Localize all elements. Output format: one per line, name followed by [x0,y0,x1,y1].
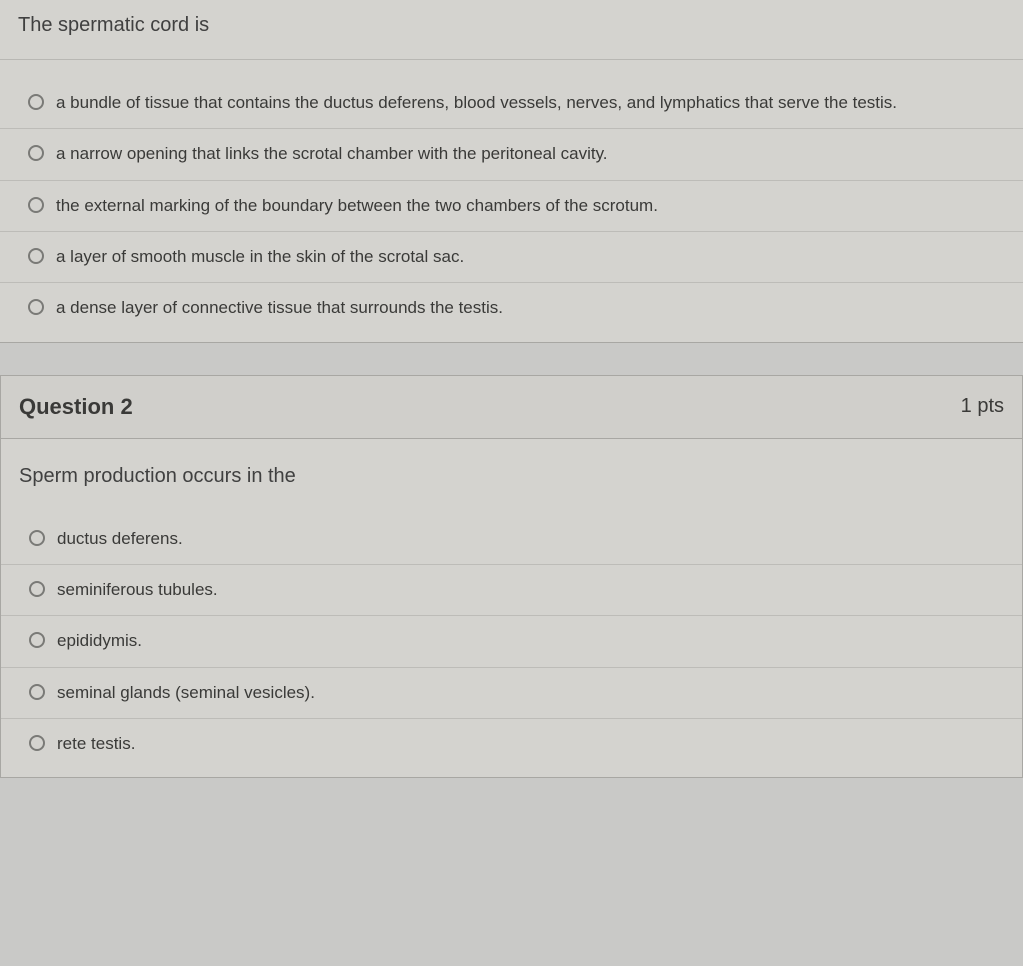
radio-icon[interactable] [28,299,44,315]
answer-option[interactable]: seminiferous tubules. [1,565,1022,616]
radio-icon[interactable] [28,248,44,264]
answer-option[interactable]: a dense layer of connective tissue that … [0,283,1023,333]
question-1-stem: The spermatic cord is [0,0,1023,60]
radio-icon[interactable] [29,581,45,597]
answer-option[interactable]: rete testis. [1,719,1022,769]
answer-text: seminal glands (seminal vesicles). [57,680,1000,706]
question-1-answers: a bundle of tissue that contains the duc… [0,60,1023,342]
answer-text: a bundle of tissue that contains the duc… [56,90,1001,116]
radio-icon[interactable] [29,530,45,546]
answer-option[interactable]: epididymis. [1,616,1022,667]
answer-option[interactable]: ductus deferens. [1,514,1022,565]
answer-option[interactable]: a layer of smooth muscle in the skin of … [0,232,1023,283]
answer-text: seminiferous tubules. [57,577,1000,603]
answer-text: ductus deferens. [57,526,1000,552]
question-2-block: Question 2 1 pts Sperm production occurs… [0,375,1023,779]
radio-icon[interactable] [28,94,44,110]
radio-icon[interactable] [29,632,45,648]
answer-text: rete testis. [57,731,1000,757]
radio-icon[interactable] [28,145,44,161]
answer-text: a layer of smooth muscle in the skin of … [56,244,1001,270]
question-2-title: Question 2 [19,394,133,420]
question-1-block: The spermatic cord is a bundle of tissue… [0,0,1023,343]
answer-text: the external marking of the boundary bet… [56,193,1001,219]
question-2-points: 1 pts [961,395,1004,418]
answer-option[interactable]: seminal glands (seminal vesicles). [1,668,1022,719]
answer-text: epididymis. [57,628,1000,654]
radio-icon[interactable] [29,735,45,751]
answer-option[interactable]: a bundle of tissue that contains the duc… [0,78,1023,129]
answer-option[interactable]: a narrow opening that links the scrotal … [0,129,1023,180]
question-2-header: Question 2 1 pts [1,376,1022,439]
question-2-answers: ductus deferens. seminiferous tubules. e… [1,514,1022,778]
answer-text: a narrow opening that links the scrotal … [56,141,1001,167]
answer-option[interactable]: the external marking of the boundary bet… [0,181,1023,232]
answer-text: a dense layer of connective tissue that … [56,295,1001,321]
radio-icon[interactable] [28,197,44,213]
question-2-stem: Sperm production occurs in the [1,439,1022,514]
radio-icon[interactable] [29,684,45,700]
